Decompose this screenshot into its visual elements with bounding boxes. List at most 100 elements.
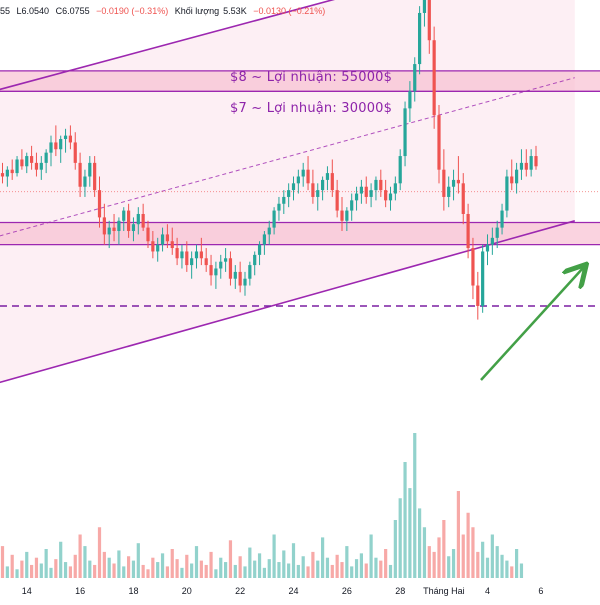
- candle-body: [388, 193, 393, 201]
- volume-bar: [291, 543, 296, 578]
- x-tick-label: 22: [235, 586, 245, 596]
- candle-body: [340, 210, 344, 221]
- candle-body: [345, 210, 349, 221]
- volume-bar: [253, 560, 257, 578]
- volume-bar: [5, 566, 9, 578]
- volume-bar: [243, 566, 247, 578]
- profit-annotation-7: $7 ~ Lợi nhuận: 30000$: [230, 101, 393, 116]
- candle-body: [5, 169, 9, 177]
- candle-body: [233, 271, 237, 279]
- candle-body: [359, 186, 363, 194]
- candle-body: [335, 190, 339, 211]
- candle-body: [505, 176, 509, 211]
- x-tick-label: 28: [395, 586, 405, 596]
- volume-bar: [379, 560, 383, 578]
- ohlc-info-bar: 55 L6.0540 C6.0755 −0.0190 (−0.31%) Khối…: [0, 6, 329, 20]
- volume-bar: [442, 520, 446, 578]
- candle-body: [238, 271, 242, 286]
- candle-body: [447, 186, 451, 197]
- candle-body: [485, 244, 490, 252]
- candle-body: [20, 159, 24, 167]
- volume-bar: [204, 564, 208, 578]
- volume-bar: [194, 546, 199, 578]
- volume-bar: [107, 557, 111, 578]
- open-value: 55: [0, 6, 11, 16]
- profit-annotation-8: $8 ~ Lợi nhuận: 55000$: [230, 70, 393, 85]
- volume-bar: [214, 569, 218, 578]
- low-value: L6.0540: [16, 6, 50, 16]
- volume-bar: [374, 557, 378, 578]
- volume-bar: [39, 563, 43, 578]
- candle-body: [519, 162, 524, 170]
- candle-body: [214, 268, 218, 276]
- x-tick-label: 6: [538, 586, 543, 596]
- candle-body: [243, 278, 247, 286]
- candle-body: [0, 173, 5, 177]
- candle-body: [88, 162, 92, 177]
- candle-body: [466, 213, 470, 249]
- candle-body: [311, 183, 315, 197]
- x-tick-label: 14: [22, 586, 32, 596]
- candle-body: [442, 169, 446, 197]
- volume-bar: [127, 556, 131, 578]
- x-tick-label: 26: [342, 586, 352, 596]
- volume-bar: [364, 563, 368, 578]
- volume-bar: [54, 559, 58, 578]
- volume-value: 5.53K: [223, 6, 247, 16]
- candle-body: [78, 162, 82, 187]
- volume-label: Khối lượng: [174, 6, 220, 16]
- volume-bar: [93, 564, 97, 578]
- volume-bar: [485, 557, 490, 578]
- candle-body: [30, 156, 34, 163]
- x-tick-label: 18: [128, 586, 138, 596]
- candle-body: [291, 183, 296, 191]
- volume-bar: [34, 557, 39, 578]
- volume-bar: [209, 551, 213, 578]
- volume-bar: [456, 491, 460, 578]
- volume-bar: [25, 551, 29, 578]
- candle-body: [63, 135, 68, 140]
- volume-bar: [359, 553, 363, 578]
- candle-body: [427, 0, 431, 41]
- volume-bar: [471, 527, 475, 578]
- candle-body: [515, 169, 519, 184]
- volume-bar: [267, 559, 271, 578]
- candle-body: [403, 108, 407, 157]
- volume-bar: [248, 547, 252, 578]
- volume-bar: [136, 543, 140, 578]
- candle-body: [165, 234, 169, 242]
- volume-bar: [68, 566, 72, 578]
- volume-bar: [30, 564, 34, 578]
- candle-body: [495, 227, 499, 238]
- volume-bar: [224, 562, 228, 578]
- zone-fill-1: [0, 222, 600, 245]
- volume-bar: [451, 549, 456, 578]
- volume-bar: [59, 541, 63, 578]
- volume-bar: [272, 534, 276, 578]
- candle-body: [301, 169, 305, 177]
- candle-body: [54, 142, 58, 150]
- volume-bar: [393, 520, 397, 578]
- volume-bar: [306, 566, 310, 578]
- candle-body: [471, 248, 475, 286]
- candle-body: [432, 40, 436, 116]
- volume-bar: [219, 557, 223, 578]
- candle-body: [272, 210, 276, 228]
- volume-bar: [519, 563, 524, 578]
- channel-mid-line: [0, 77, 575, 237]
- volume-bar: [340, 562, 344, 578]
- volume-bar: [510, 566, 514, 578]
- candle-body: [180, 251, 184, 259]
- volume-bar: [437, 537, 441, 578]
- close-value: C6.0755: [55, 6, 90, 16]
- volume-bar: [422, 527, 427, 578]
- volume-bar: [330, 564, 334, 578]
- candle-body: [59, 139, 63, 150]
- candle-body: [277, 203, 281, 211]
- volume-bar: [49, 567, 53, 578]
- candle-body: [393, 183, 397, 194]
- volume-bar: [170, 549, 174, 578]
- candle-body: [321, 179, 325, 191]
